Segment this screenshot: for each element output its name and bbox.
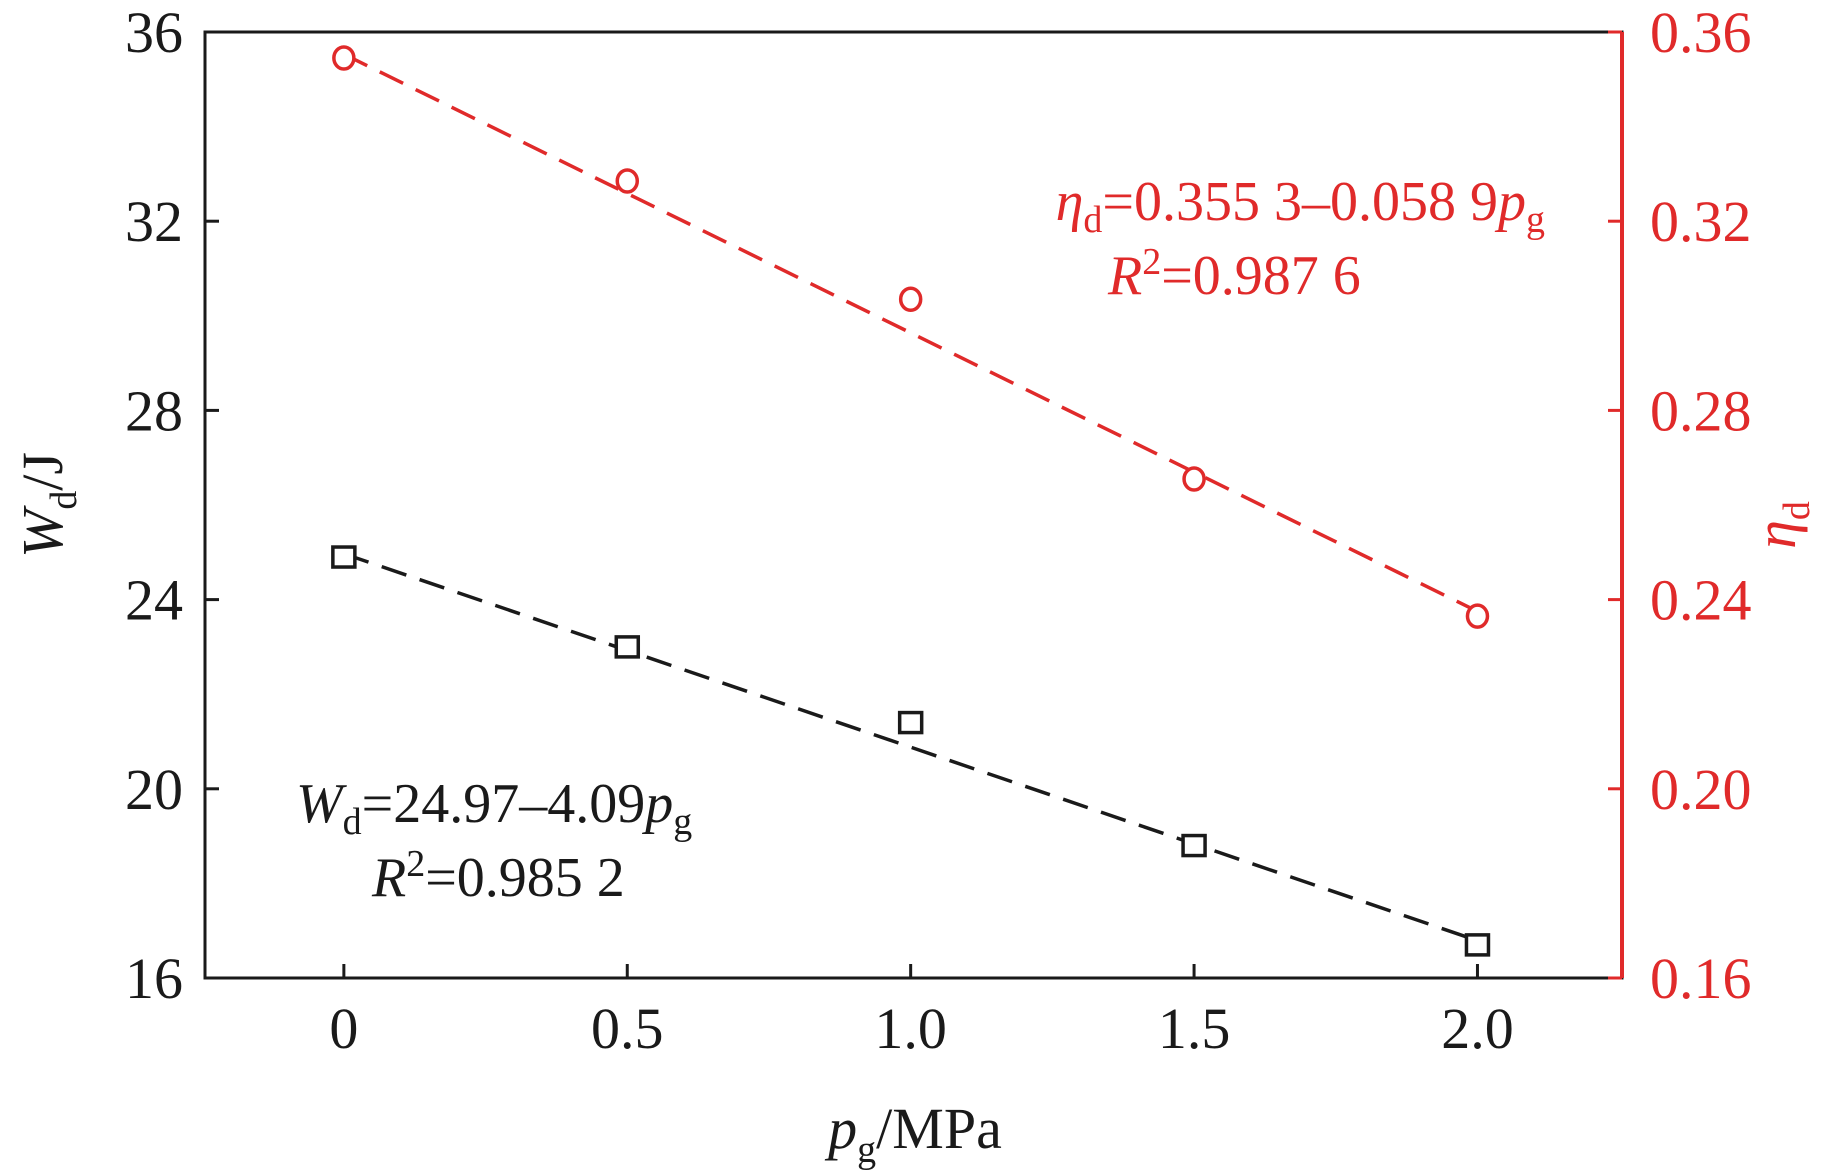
eta-r2: R2=0.987 6	[1107, 241, 1361, 307]
y-right-tick-label: 0.28	[1650, 378, 1752, 443]
x-tick-label: 1.5	[1158, 996, 1231, 1061]
wd-data-point	[1464, 933, 1491, 957]
y-right-tick-label: 0.36	[1650, 0, 1752, 65]
y-left-tick-label: 28	[125, 378, 183, 443]
eta-data-point	[1182, 466, 1206, 492]
eta-data-point	[1465, 603, 1490, 629]
x-tick-label: 1.0	[874, 996, 947, 1061]
eta-data-point	[898, 286, 923, 312]
wd-equation: Wd=24.97–4.09pg	[296, 773, 692, 843]
y-right-tick-label: 0.16	[1650, 946, 1752, 1011]
right-axis-ticks: 0.16 0.20 0.24 0.28 0.32 0.36	[1608, 0, 1752, 1011]
wd-data-point	[331, 545, 357, 569]
eta-data-point	[332, 45, 356, 71]
wd-data-point	[897, 710, 924, 735]
y-right-tick-label: 0.32	[1650, 189, 1752, 254]
x-axis-title: pg/MPa	[824, 1096, 1002, 1171]
data-markers	[331, 45, 1491, 957]
x-tick-label: 0.5	[591, 996, 664, 1061]
wd-r2: R2=0.985 2	[371, 843, 625, 909]
x-tick-label: 2.0	[1441, 996, 1514, 1061]
eta-data-point	[615, 168, 640, 194]
y-right-tick-label: 0.24	[1650, 568, 1752, 633]
y-left-tick-label: 32	[125, 189, 183, 254]
y-left-tick-label: 36	[125, 0, 183, 65]
y-right-tick-label: 0.20	[1650, 757, 1752, 822]
eta-equation: ηd=0.355 3–0.058 9pg	[1056, 171, 1545, 241]
x-tick-label: 0	[329, 996, 358, 1061]
y-left-axis-title: Wd/J	[10, 452, 85, 558]
eta-fit-line	[343, 52, 1479, 613]
y-left-tick-label: 16	[125, 946, 183, 1011]
y-right-axis-title: ηd	[1743, 501, 1818, 549]
wd-data-point	[614, 635, 641, 659]
fit-lines	[343, 52, 1479, 943]
y-left-tick-label: 20	[125, 757, 183, 822]
left-axis-ticks: 16 20 24 28 32 36	[125, 0, 219, 1011]
wd-data-point	[1181, 833, 1207, 858]
y-left-tick-label: 24	[125, 568, 183, 633]
x-axis-ticks: 0 0.5 1.0 1.5 2.0	[329, 964, 1514, 1061]
